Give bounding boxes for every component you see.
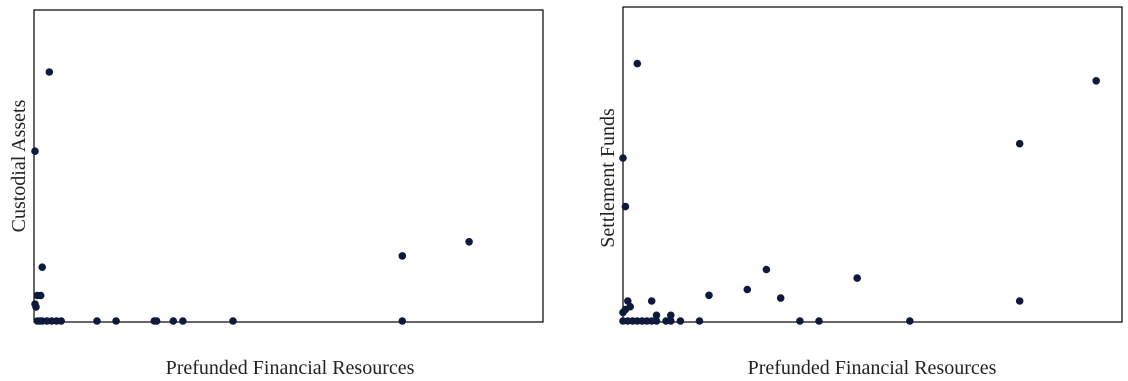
data-point — [152, 317, 161, 325]
data-point — [112, 317, 120, 325]
data-point — [676, 317, 685, 325]
scatter-points — [619, 59, 1100, 325]
data-point — [36, 291, 45, 300]
data-point — [465, 238, 473, 246]
data-point — [32, 303, 40, 311]
scatter-points — [31, 68, 473, 325]
data-point — [169, 317, 178, 325]
plot-area-frame — [33, 9, 544, 323]
chart-custodial-assets: Custodial Assets Prefunded Financial Res… — [8, 9, 544, 379]
data-point — [695, 317, 704, 325]
data-point — [621, 202, 630, 211]
data-point — [667, 311, 675, 320]
data-point — [815, 317, 823, 325]
data-point — [743, 285, 752, 294]
data-point — [45, 68, 54, 76]
data-point — [705, 291, 713, 300]
data-point — [619, 308, 627, 317]
x-axis-label: Prefunded Financial Resources — [166, 357, 415, 379]
data-point — [633, 59, 642, 68]
data-point — [796, 317, 804, 325]
y-axis-label: Settlement Funds — [597, 108, 619, 248]
data-point — [229, 317, 237, 325]
data-point — [652, 311, 661, 320]
chart-settlement-funds: Settlement Funds Prefunded Financial Res… — [597, 6, 1123, 379]
data-point — [398, 317, 407, 325]
data-point — [906, 317, 914, 325]
data-point — [667, 317, 675, 325]
data-point — [853, 274, 861, 282]
data-point — [762, 265, 771, 274]
x-axis-label: Prefunded Financial Resources — [748, 357, 997, 379]
data-point — [398, 252, 407, 260]
data-point — [619, 154, 627, 162]
data-point — [647, 297, 656, 305]
data-point — [652, 317, 661, 325]
data-point — [57, 317, 65, 325]
data-point — [1015, 297, 1024, 305]
data-point — [179, 317, 187, 325]
data-point — [624, 297, 632, 305]
y-axis-label: Custodial Assets — [8, 99, 30, 232]
data-point — [1092, 77, 1100, 85]
data-point — [31, 147, 39, 155]
data-point — [776, 294, 785, 302]
data-point — [38, 263, 46, 272]
data-point — [93, 317, 101, 325]
data-point — [1015, 139, 1024, 148]
plot-area-frame — [622, 6, 1123, 323]
